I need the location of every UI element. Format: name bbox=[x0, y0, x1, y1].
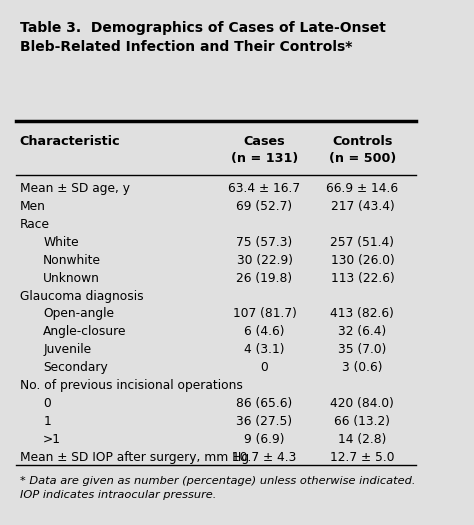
Text: No. of previous incisional operations: No. of previous incisional operations bbox=[20, 379, 243, 392]
Text: Glaucoma diagnosis: Glaucoma diagnosis bbox=[20, 289, 144, 302]
Text: White: White bbox=[43, 236, 79, 249]
Text: 63.4 ± 16.7: 63.4 ± 16.7 bbox=[228, 182, 301, 195]
Text: 1: 1 bbox=[43, 415, 51, 428]
Text: Mean ± SD IOP after surgery, mm Hg: Mean ± SD IOP after surgery, mm Hg bbox=[20, 451, 249, 464]
Text: 107 (81.7): 107 (81.7) bbox=[233, 308, 296, 320]
Text: 26 (19.8): 26 (19.8) bbox=[237, 271, 292, 285]
Text: Controls
(n = 500): Controls (n = 500) bbox=[329, 135, 396, 165]
Text: Men: Men bbox=[20, 200, 46, 213]
Text: 257 (51.4): 257 (51.4) bbox=[330, 236, 394, 249]
Text: 413 (82.6): 413 (82.6) bbox=[330, 308, 394, 320]
Text: 6 (4.6): 6 (4.6) bbox=[244, 326, 285, 338]
Text: 130 (26.0): 130 (26.0) bbox=[330, 254, 394, 267]
Text: 420 (84.0): 420 (84.0) bbox=[330, 397, 394, 410]
Text: Open-angle: Open-angle bbox=[43, 308, 114, 320]
Text: 66 (13.2): 66 (13.2) bbox=[335, 415, 391, 428]
Text: Juvenile: Juvenile bbox=[43, 343, 91, 356]
Text: Secondary: Secondary bbox=[43, 361, 108, 374]
Text: 36 (27.5): 36 (27.5) bbox=[237, 415, 292, 428]
Text: * Data are given as number (percentage) unless otherwise indicated.
IOP indicate: * Data are given as number (percentage) … bbox=[20, 476, 415, 500]
Text: Cases
(n = 131): Cases (n = 131) bbox=[231, 135, 298, 165]
Text: 12.7 ± 5.0: 12.7 ± 5.0 bbox=[330, 451, 395, 464]
Text: 3 (0.6): 3 (0.6) bbox=[342, 361, 383, 374]
Text: >1: >1 bbox=[43, 433, 61, 446]
Text: 217 (43.4): 217 (43.4) bbox=[330, 200, 394, 213]
Text: 86 (65.6): 86 (65.6) bbox=[237, 397, 292, 410]
Text: Race: Race bbox=[20, 218, 50, 231]
Text: 9 (6.9): 9 (6.9) bbox=[244, 433, 285, 446]
Text: 0: 0 bbox=[261, 361, 268, 374]
Text: Mean ± SD age, y: Mean ± SD age, y bbox=[20, 182, 130, 195]
Text: 35 (7.0): 35 (7.0) bbox=[338, 343, 387, 356]
Text: Angle-closure: Angle-closure bbox=[43, 326, 127, 338]
Text: Characteristic: Characteristic bbox=[20, 135, 120, 148]
Text: 14 (2.8): 14 (2.8) bbox=[338, 433, 387, 446]
Text: 69 (52.7): 69 (52.7) bbox=[237, 200, 292, 213]
Text: 10.7 ± 4.3: 10.7 ± 4.3 bbox=[232, 451, 297, 464]
Text: 4 (3.1): 4 (3.1) bbox=[244, 343, 285, 356]
Text: 30 (22.9): 30 (22.9) bbox=[237, 254, 292, 267]
Text: 113 (22.6): 113 (22.6) bbox=[330, 271, 394, 285]
Text: Table 3.  Demographics of Cases of Late-Onset
Bleb-Related Infection and Their C: Table 3. Demographics of Cases of Late-O… bbox=[20, 21, 386, 54]
Text: 66.9 ± 14.6: 66.9 ± 14.6 bbox=[326, 182, 399, 195]
Text: 0: 0 bbox=[43, 397, 51, 410]
Text: Unknown: Unknown bbox=[43, 271, 100, 285]
Text: 32 (6.4): 32 (6.4) bbox=[338, 326, 386, 338]
Text: 75 (57.3): 75 (57.3) bbox=[237, 236, 292, 249]
Text: Nonwhite: Nonwhite bbox=[43, 254, 101, 267]
